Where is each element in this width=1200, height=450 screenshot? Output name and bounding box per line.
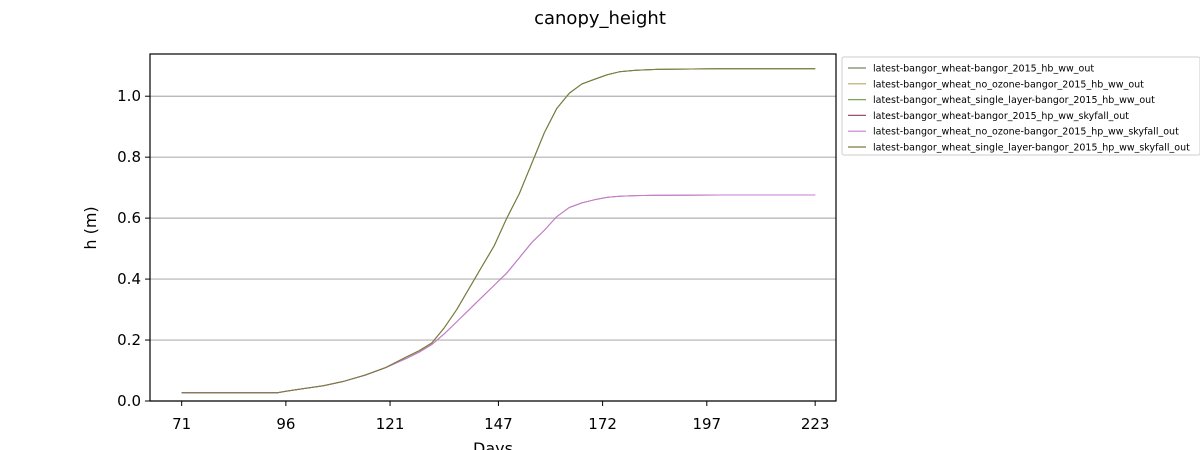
series-lines (181, 68, 816, 394)
series-line-1 (181, 68, 816, 394)
y-tick-label: 0.6 (117, 209, 141, 227)
legend: latest-bangor_wheat-bangor_2015_hb_ww_ou… (841, 56, 1200, 156)
y-tick-label: 0.8 (117, 148, 141, 166)
legend-entry-label: latest-bangor_wheat_no_ozone-bangor_2015… (873, 79, 1144, 90)
legend-entry-label: latest-bangor_wheat_single_layer-bangor_… (873, 95, 1155, 106)
x-axis-ticks: 71 96 121 147 172 197 223 (172, 401, 829, 433)
legend-entry-label: latest-bangor_wheat-bangor_2015_hp_ww_sk… (873, 111, 1129, 122)
y-axis-label: h (m) (81, 206, 100, 249)
series-line-5 (181, 194, 816, 394)
x-tick-label: 121 (376, 415, 405, 433)
series-line-6 (181, 68, 816, 394)
legend-frame (841, 56, 1200, 156)
y-tick-label: 1.0 (117, 87, 141, 105)
x-tick-label: 96 (276, 415, 295, 433)
x-axis-label: Days (473, 439, 513, 450)
x-tick-label: 147 (484, 415, 513, 433)
x-tick-label: 197 (692, 415, 721, 433)
plot-area-frame (149, 53, 837, 402)
x-tick-label: 223 (801, 415, 830, 433)
y-tick-label: 0.0 (117, 392, 141, 410)
legend-entry-label: latest-bangor_wheat-bangor_2015_hb_ww_ou… (873, 64, 1094, 75)
x-tick-label: 71 (172, 415, 191, 433)
y-tick-label: 0.4 (117, 270, 141, 288)
chart-title: canopy_height (534, 8, 666, 29)
legend-entry-label: latest-bangor_wheat_single_layer-bangor_… (873, 143, 1190, 154)
legend-entry-label: latest-bangor_wheat_no_ozone-bangor_2015… (873, 127, 1179, 138)
y-tick-label: 0.2 (117, 331, 141, 349)
x-tick-label: 172 (588, 415, 617, 433)
series-line-2 (181, 68, 816, 394)
series-line-4 (181, 194, 816, 394)
series-line-3 (181, 68, 816, 394)
y-axis-ticks: 0.0 0.2 0.4 0.6 0.8 1.0 (117, 87, 150, 410)
